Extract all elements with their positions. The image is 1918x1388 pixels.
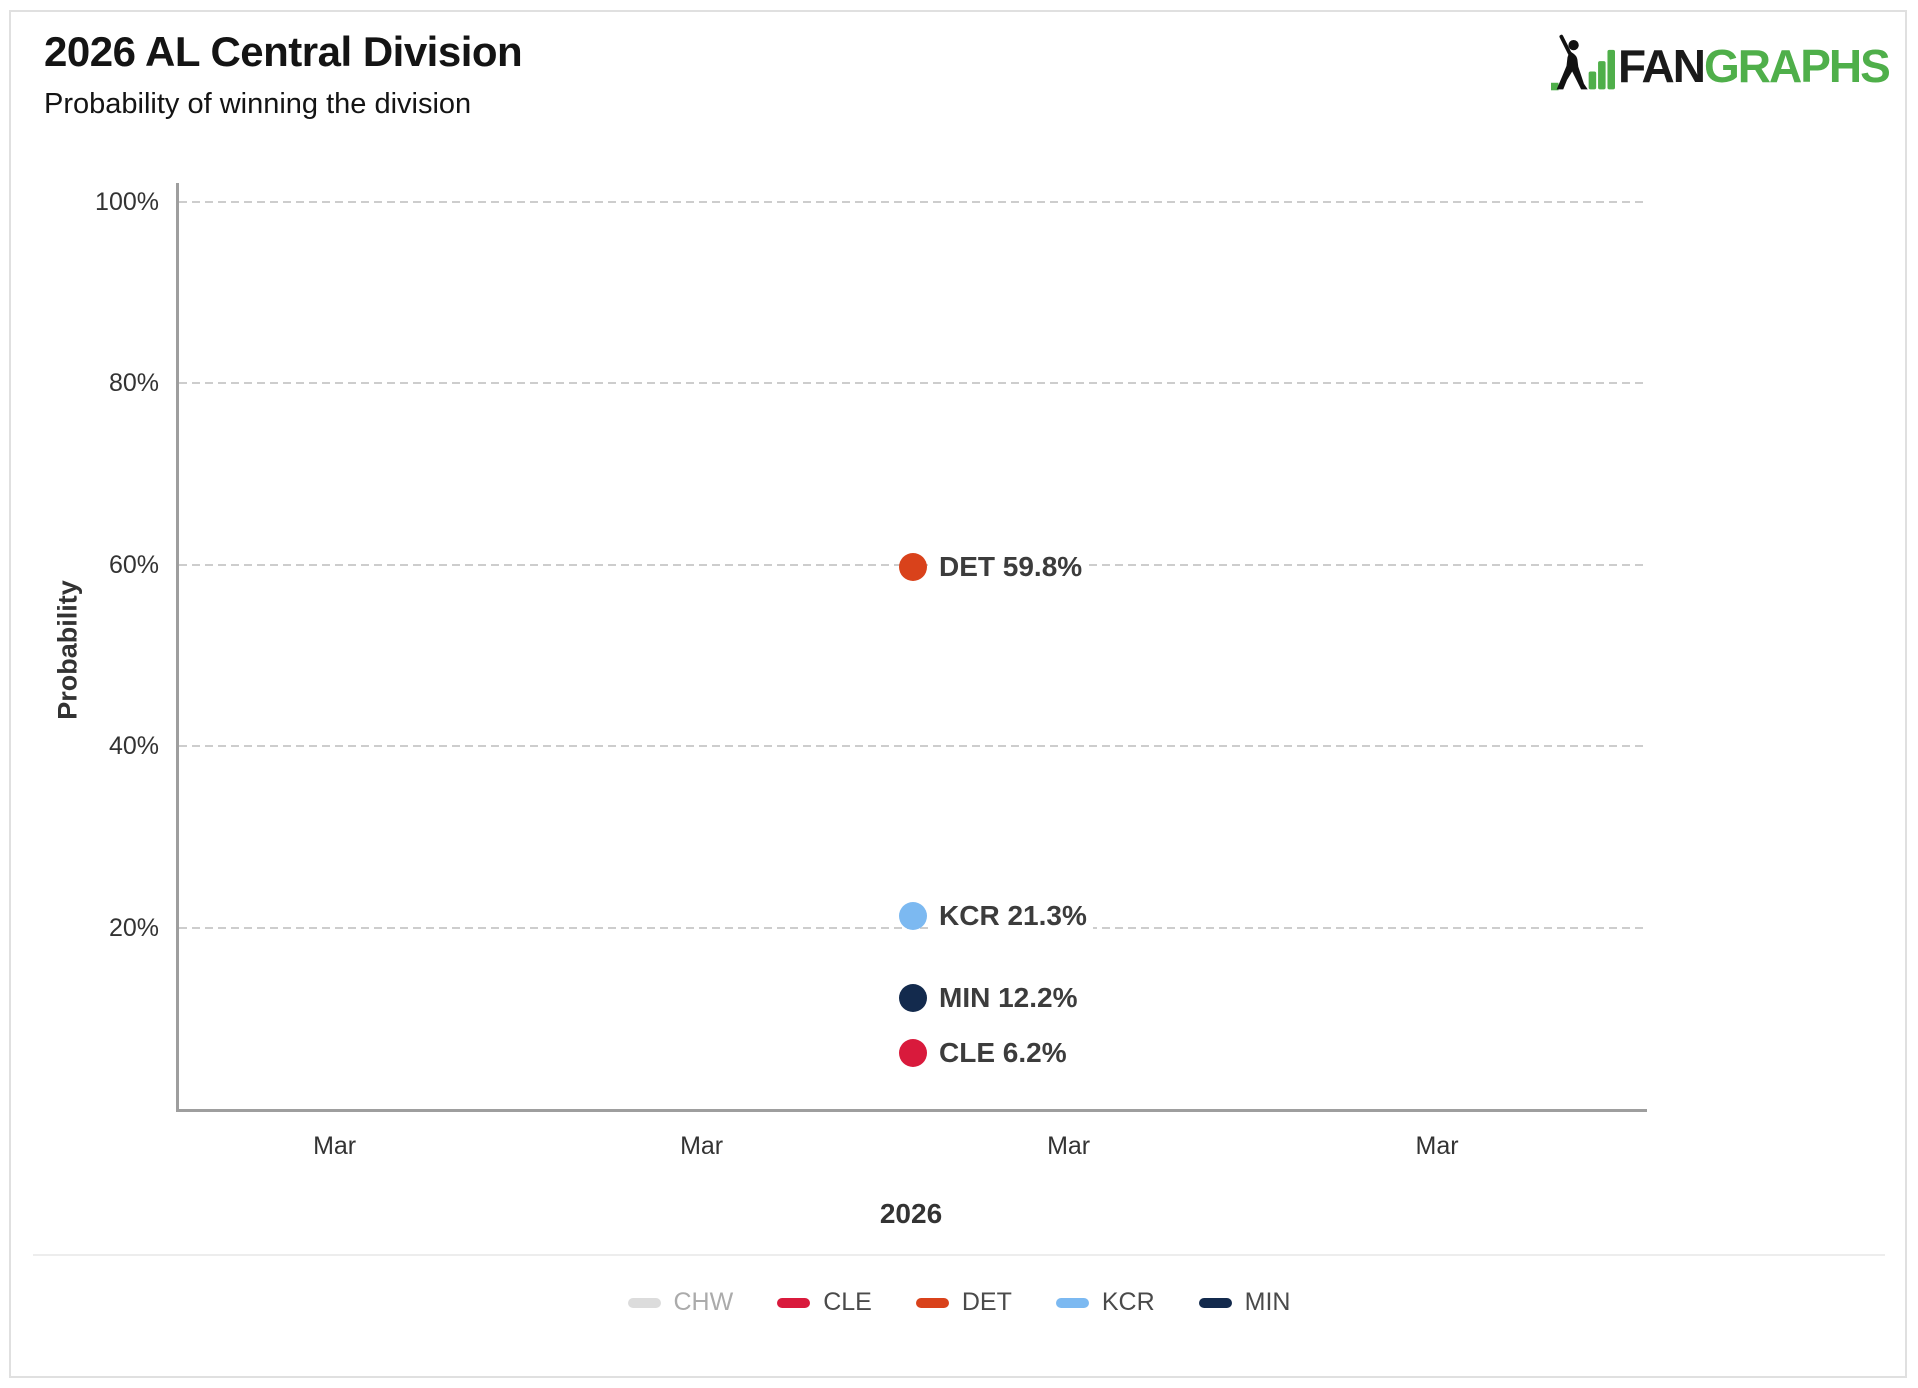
legend-swatch-det <box>915 1297 949 1308</box>
fangraphs-wordmark: FANGRAPHS <box>1618 40 1891 92</box>
page-subtitle: Probability of winning the division <box>44 88 472 120</box>
x-tick-1: Mar <box>313 1132 357 1160</box>
legend-label-kcr: KCR <box>1101 1288 1155 1316</box>
y-tick-60%: 60% <box>108 550 159 579</box>
legend-item-chw[interactable]: CHW <box>627 1288 734 1317</box>
x-tick-2: Mar <box>680 1132 724 1160</box>
point-label-kcr: KCR 21.3% <box>933 897 1093 934</box>
legend-item-min[interactable]: MIN <box>1198 1288 1291 1317</box>
legend: CHW CLE DET KCR MIN <box>0 1288 1918 1317</box>
data-point-min[interactable] <box>899 984 927 1013</box>
point-label-cle: CLE 6.2% <box>933 1034 1073 1071</box>
gridline-40% <box>179 745 1647 748</box>
data-point-cle[interactable] <box>899 1038 927 1067</box>
legend-swatch-min <box>1198 1297 1232 1308</box>
legend-label-min: MIN <box>1244 1288 1291 1316</box>
plot-area: 100% 80% 60% 40% 20% Mar Mar Mar Mar CLE 6.2% DET … <box>95 183 1647 1160</box>
legend-swatch-chw <box>627 1297 661 1308</box>
legend-label-det: DET <box>961 1288 1012 1316</box>
legend-item-cle[interactable]: CLE <box>777 1288 872 1317</box>
y-tick-80%: 80% <box>108 369 159 398</box>
x-tick-3: Mar <box>1047 1132 1091 1160</box>
legend-label-cle: CLE <box>823 1288 872 1316</box>
data-point-kcr[interactable] <box>899 901 927 930</box>
legend-swatch-cle <box>777 1297 811 1308</box>
page-title: 2026 AL Central Division <box>44 28 523 75</box>
y-tick-20%: 20% <box>108 913 159 942</box>
point-label-det: DET 59.8% <box>933 548 1089 585</box>
legend-item-kcr[interactable]: KCR <box>1055 1288 1155 1317</box>
fangraphs-logo: FANGRAPHS <box>1551 34 1891 92</box>
y-tick-100%: 100% <box>95 188 159 216</box>
point-label-min: MIN 12.2% <box>933 980 1084 1017</box>
gridline-100% <box>179 201 1647 203</box>
wordmark-fan: FAN <box>1618 40 1706 92</box>
x-axis-title: 2026 <box>879 1198 943 1229</box>
legend-label-chw: CHW <box>673 1288 734 1316</box>
wordmark-graphs: GRAPHS <box>1704 40 1891 92</box>
x-tick-4: Mar <box>1415 1132 1459 1160</box>
legend-item-det[interactable]: DET <box>915 1288 1012 1317</box>
legend-swatch-kcr <box>1055 1297 1089 1308</box>
data-point-det[interactable] <box>899 552 927 581</box>
fangraphs-batter-icon <box>1551 34 1615 91</box>
legend-divider <box>33 1254 1885 1256</box>
gridline-80% <box>179 382 1647 385</box>
y-tick-40%: 40% <box>108 732 159 761</box>
y-axis-title: Probability <box>52 580 83 720</box>
